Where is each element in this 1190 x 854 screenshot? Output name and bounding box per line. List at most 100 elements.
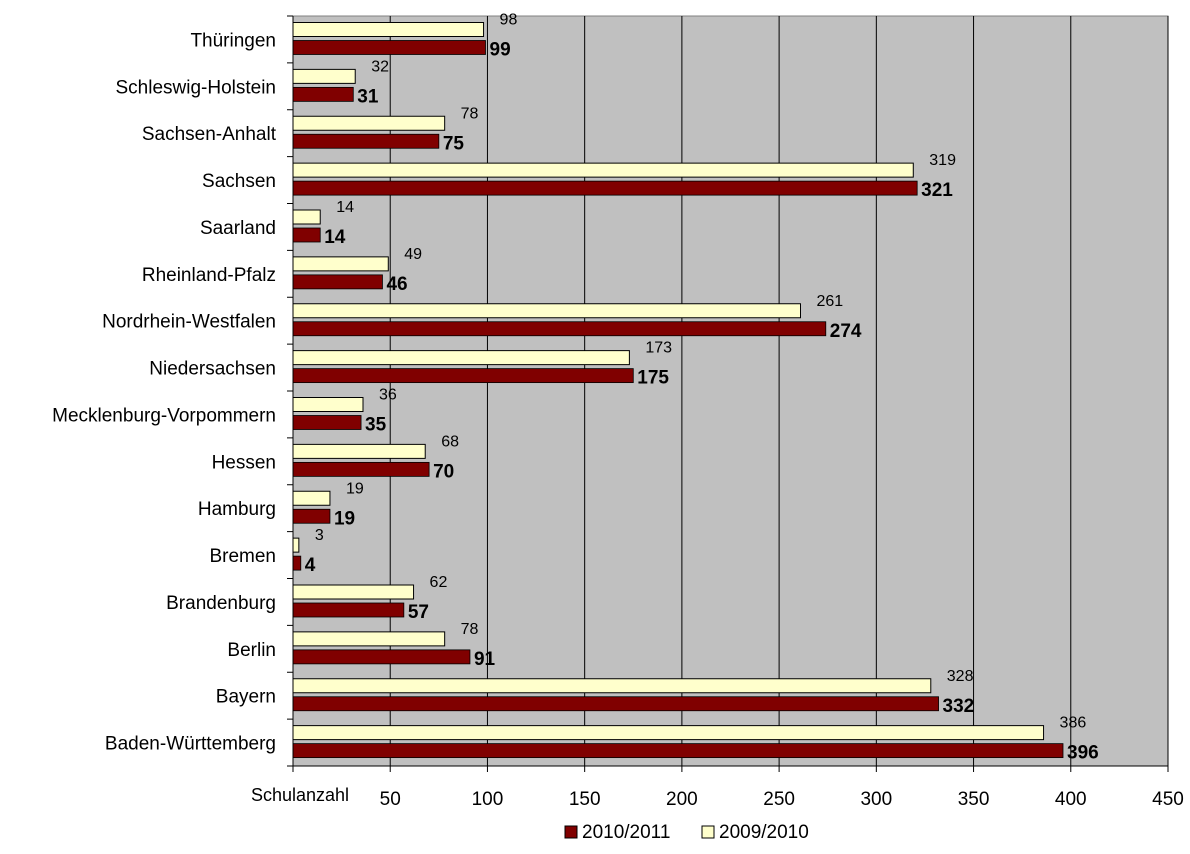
- x-tick-label: 300: [860, 789, 892, 810]
- bar-2009-2010: [292, 584, 415, 600]
- bar-2009-2010: [292, 68, 356, 84]
- bar-2010-2011: [292, 227, 321, 243]
- bar-2010-2011: [292, 368, 634, 384]
- value-label-2010-2011: 332: [943, 696, 975, 717]
- value-label-2010-2011: 31: [357, 86, 379, 107]
- value-label-2010-2011: 70: [433, 461, 454, 482]
- value-label-2009-2010: 32: [371, 58, 389, 75]
- tick-labels: 50 100 150 200 250 300 350 400 450: [380, 789, 1184, 810]
- bar-2010-2011: [292, 649, 471, 665]
- value-label-2009-2010: 173: [645, 340, 672, 357]
- bar-2009-2010: [292, 256, 389, 272]
- x-tick-label: 450: [1152, 789, 1184, 810]
- category-label: Rheinland-Pfalz: [142, 265, 276, 286]
- bar-2010-2011: [292, 602, 405, 618]
- category-label: Hessen: [212, 452, 276, 473]
- category-label: Berlin: [227, 640, 276, 661]
- legend-label-2009-2010: 2009/2010: [719, 822, 809, 843]
- bar-2010-2011: [292, 461, 430, 477]
- x-tick-label: 200: [666, 789, 698, 810]
- value-label-2010-2011: 75: [443, 133, 465, 154]
- bar-2009-2010: [292, 303, 801, 319]
- x-tick-label: 50: [380, 789, 401, 810]
- value-label-2009-2010: 19: [346, 480, 364, 497]
- value-label-2009-2010: 98: [500, 12, 518, 29]
- category-label: Nordrhein-Westfalen: [102, 312, 276, 333]
- bar-2010-2011: [292, 555, 302, 571]
- legend-swatch-2010-2011: [564, 825, 578, 839]
- bar-2010-2011: [292, 86, 354, 102]
- bar-2009-2010: [292, 115, 446, 131]
- value-label-2009-2010: 36: [379, 387, 397, 404]
- category-label: Sachsen-Anhalt: [142, 124, 277, 145]
- category-label: Hamburg: [198, 499, 276, 520]
- value-label-2009-2010: 386: [1060, 715, 1087, 732]
- value-label-2009-2010: 3: [315, 527, 324, 544]
- bar-2009-2010: [292, 678, 932, 694]
- bar-2010-2011: [292, 40, 486, 55]
- value-label-2009-2010: 68: [441, 433, 459, 450]
- bar-2009-2010: [292, 490, 331, 506]
- x-axis-label: Schulanzahl: [251, 785, 349, 805]
- bar-2010-2011: [292, 133, 440, 149]
- value-label-2009-2010: 49: [404, 246, 422, 263]
- bar-2010-2011: [292, 508, 331, 524]
- value-label-2010-2011: 19: [334, 508, 355, 529]
- bar-2009-2010: [292, 350, 630, 366]
- bar-2010-2011: [292, 274, 383, 290]
- bar-2010-2011: [292, 415, 362, 430]
- value-label-2009-2010: 78: [461, 621, 479, 638]
- value-labels: 9899323178753193211414494626127417317536…: [305, 12, 1099, 764]
- bar-2009-2010: [292, 443, 426, 459]
- value-label-2010-2011: 91: [474, 649, 496, 670]
- category-label: Sachsen: [202, 171, 276, 192]
- value-label-2010-2011: 321: [921, 180, 953, 201]
- bar-2010-2011: [292, 321, 827, 337]
- bar-2010-2011: [292, 743, 1064, 759]
- bar-2009-2010: [292, 22, 485, 37]
- value-label-2010-2011: 46: [386, 274, 407, 295]
- value-label-2009-2010: 319: [929, 152, 956, 169]
- value-label-2010-2011: 14: [324, 227, 346, 248]
- bar-2009-2010: [292, 725, 1045, 741]
- legend: 2010/2011 2009/2010: [564, 822, 809, 843]
- category-label: Mecklenburg-Vorpommern: [52, 405, 276, 426]
- value-label-2010-2011: 99: [490, 40, 511, 61]
- x-tick-label: 100: [472, 789, 504, 810]
- bar-2010-2011: [292, 180, 918, 196]
- category-label: Brandenburg: [166, 593, 276, 614]
- value-label-2010-2011: 35: [365, 415, 387, 436]
- bar-2010-2011: [292, 696, 939, 712]
- axes: [287, 15, 1169, 772]
- value-label-2010-2011: 57: [408, 602, 429, 623]
- category-label: Niedersachsen: [149, 359, 276, 380]
- category-label: Thüringen: [190, 30, 276, 51]
- value-label-2009-2010: 62: [430, 574, 448, 591]
- value-label-2009-2010: 14: [336, 199, 354, 216]
- x-tick-label: 250: [763, 789, 795, 810]
- x-tick-label: 350: [958, 789, 990, 810]
- category-label: Bayern: [216, 687, 276, 708]
- category-label: Baden-Württemberg: [105, 734, 276, 755]
- value-label-2009-2010: 78: [461, 105, 479, 122]
- category-label: Schleswig-Holstein: [115, 77, 276, 98]
- legend-label-2010-2011: 2010/2011: [582, 822, 670, 843]
- bar-2009-2010: [292, 537, 300, 553]
- category-labels: Thüringen Schleswig-Holstein Sachsen-Anhal…: [52, 30, 277, 754]
- value-label-2010-2011: 4: [305, 555, 316, 576]
- legend-swatch-2009-2010: [701, 825, 715, 839]
- value-label-2010-2011: 396: [1067, 743, 1099, 764]
- bars: [292, 22, 1064, 759]
- value-label-2009-2010: 328: [947, 668, 974, 685]
- category-label: Saarland: [200, 218, 276, 239]
- category-label: Bremen: [209, 546, 276, 567]
- value-label-2009-2010: 261: [817, 293, 844, 310]
- bar-2009-2010: [292, 162, 914, 178]
- bar-2009-2010: [292, 209, 321, 225]
- x-tick-label: 150: [569, 789, 601, 810]
- value-label-2010-2011: 175: [637, 368, 669, 389]
- value-label-2010-2011: 274: [830, 321, 862, 342]
- bar-2009-2010: [292, 631, 446, 647]
